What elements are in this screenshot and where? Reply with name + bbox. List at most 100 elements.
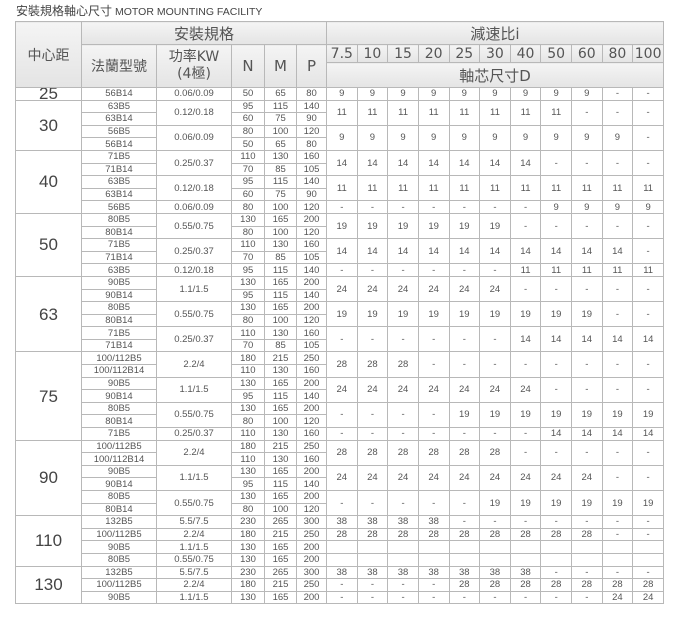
shaft-d-value: -: [571, 590, 603, 605]
shaft-d-value: -: [540, 439, 572, 466]
shaft-d-value: 9: [356, 124, 389, 151]
shaft-d-value: 28: [479, 578, 511, 592]
center-distance: 110: [15, 515, 82, 567]
n-value: 130: [231, 275, 265, 290]
shaft-d-value: -: [387, 326, 419, 353]
flange-type: 71B5: [81, 326, 157, 340]
shaft-d-value: -: [540, 565, 572, 580]
shaft-d-value: -: [601, 301, 634, 328]
n-value: 80: [231, 313, 265, 328]
shaft-d-value: 14: [509, 326, 542, 353]
header-mounting-spec: 安裝規格: [81, 21, 327, 45]
shaft-d-value: 19: [571, 301, 603, 328]
m-value: 115: [264, 477, 297, 491]
shaft-d-value: -: [417, 351, 450, 378]
shaft-d-value: 38: [417, 565, 450, 580]
shaft-d-value: -: [509, 212, 542, 240]
table-row: 75 100/112B5 2.2/4 180 215 250 28 28 28- - - - - - - -: [15, 351, 664, 441]
table-row: 71B5 0.25/0.37 110 130 160- - - - - - -14 14 14 14: [16, 427, 664, 441]
m-value: 165: [264, 212, 297, 227]
table-row: 100/112B14 110 130 160: [16, 364, 664, 378]
shaft-d-value: 9: [540, 87, 572, 101]
shaft-d-value: -: [448, 590, 481, 605]
header-ratio-7: 50: [540, 44, 572, 63]
n-value: 80: [231, 414, 265, 429]
shaft-d-value: -: [326, 427, 358, 441]
shaft-d-value: 19: [540, 401, 572, 429]
flange-type: 132B5: [81, 515, 157, 529]
flange-type: 80B14: [81, 313, 157, 328]
table-row: 80B5 0.55/0.75 130 165 200- - - -19 19 19 19 19 19 19: [16, 401, 664, 429]
p-value: 140: [296, 389, 327, 403]
shaft-d-value: 28: [387, 527, 419, 542]
m-value: 265: [264, 565, 297, 580]
shaft-d-value: 19: [356, 212, 389, 240]
shaft-d-value: -: [326, 489, 358, 517]
flange-type: 100/112B5: [81, 351, 157, 366]
shaft-d-value: -: [326, 578, 358, 592]
shaft-d-value: 24: [479, 376, 511, 403]
p-value: 140: [296, 175, 327, 189]
shaft-d-value: [632, 540, 664, 554]
shaft-d-value: 19: [601, 489, 634, 517]
n-value: 50: [231, 137, 265, 151]
power: 0.25/0.37: [156, 149, 232, 177]
table-row: 130 132B5 5.5/7.5 230 265 300 38 38 38 38 38 38 38- -…: [15, 565, 664, 605]
shaft-d-value: 14: [479, 149, 511, 177]
shaft-d-value: 9: [571, 87, 603, 101]
shaft-d-value: 11: [387, 99, 419, 126]
m-value: 75: [264, 187, 297, 202]
m-value: 85: [264, 250, 297, 265]
center-distance: 90: [15, 439, 82, 517]
header-ratio-8: 60: [571, 44, 603, 63]
m-value: 75: [264, 112, 297, 126]
shaft-d-value: 9: [479, 124, 511, 151]
shaft-d-value: -: [479, 263, 511, 277]
p-value: 250: [296, 578, 327, 592]
flange-type: 90B5: [81, 540, 157, 554]
n-value: 70: [231, 338, 265, 353]
header-ratio-3: 20: [417, 44, 450, 63]
shaft-d-value: -: [479, 200, 511, 214]
shaft-d-value: 11: [632, 175, 664, 202]
shaft-d-value: -: [632, 149, 664, 177]
shaft-d-value: 11: [509, 99, 542, 126]
shaft-d-value: -: [571, 565, 603, 580]
flange-type: 100/112B14: [81, 364, 157, 378]
n-value: 130: [231, 540, 265, 554]
shaft-d-value: 19: [571, 401, 603, 429]
flange-type: 71B5: [81, 427, 157, 441]
p-value: 160: [296, 238, 327, 252]
shaft-d-value: -: [417, 200, 450, 214]
shaft-d-value: [540, 540, 572, 554]
shaft-d-value: 14: [387, 238, 419, 265]
shaft-d-value: -: [387, 401, 419, 429]
flange-type: 63B5: [81, 99, 157, 114]
shaft-d-value: [356, 552, 389, 567]
shaft-d-value: -: [571, 439, 603, 466]
shaft-d-value: 11: [632, 263, 664, 277]
p-value: 200: [296, 275, 327, 290]
shaft-d-value: 28: [571, 527, 603, 542]
header-ratio-9: 80: [601, 44, 634, 63]
shaft-d-value: [417, 552, 450, 567]
shaft-d-value: 11: [571, 175, 603, 202]
table-row: 80B5 0.55/0.75 130 165 200: [16, 552, 664, 567]
shaft-d-value: 19: [448, 401, 481, 429]
shaft-d-value: -: [632, 439, 664, 466]
p-value: 120: [296, 414, 327, 429]
flange-type: 90B14: [81, 288, 157, 303]
shaft-d-value: 11: [387, 175, 419, 202]
m-value: 165: [264, 301, 297, 315]
header-power-label: 功率KW: [168, 49, 220, 65]
shaft-d-value: 38: [326, 515, 358, 529]
table-row: 100/112B5 2.2/4 180 215 250- - - -28 28 28 28 28 28 2…: [16, 578, 664, 592]
shaft-d-value: 9: [387, 87, 419, 101]
shaft-d-value: 24: [387, 275, 419, 303]
shaft-d-value: 11: [448, 99, 481, 126]
shaft-d-value: 14: [632, 427, 664, 441]
shaft-d-value: -: [632, 515, 664, 529]
n-value: 130: [231, 301, 265, 315]
m-value: 115: [264, 263, 297, 277]
shaft-d-value: 14: [509, 238, 542, 265]
